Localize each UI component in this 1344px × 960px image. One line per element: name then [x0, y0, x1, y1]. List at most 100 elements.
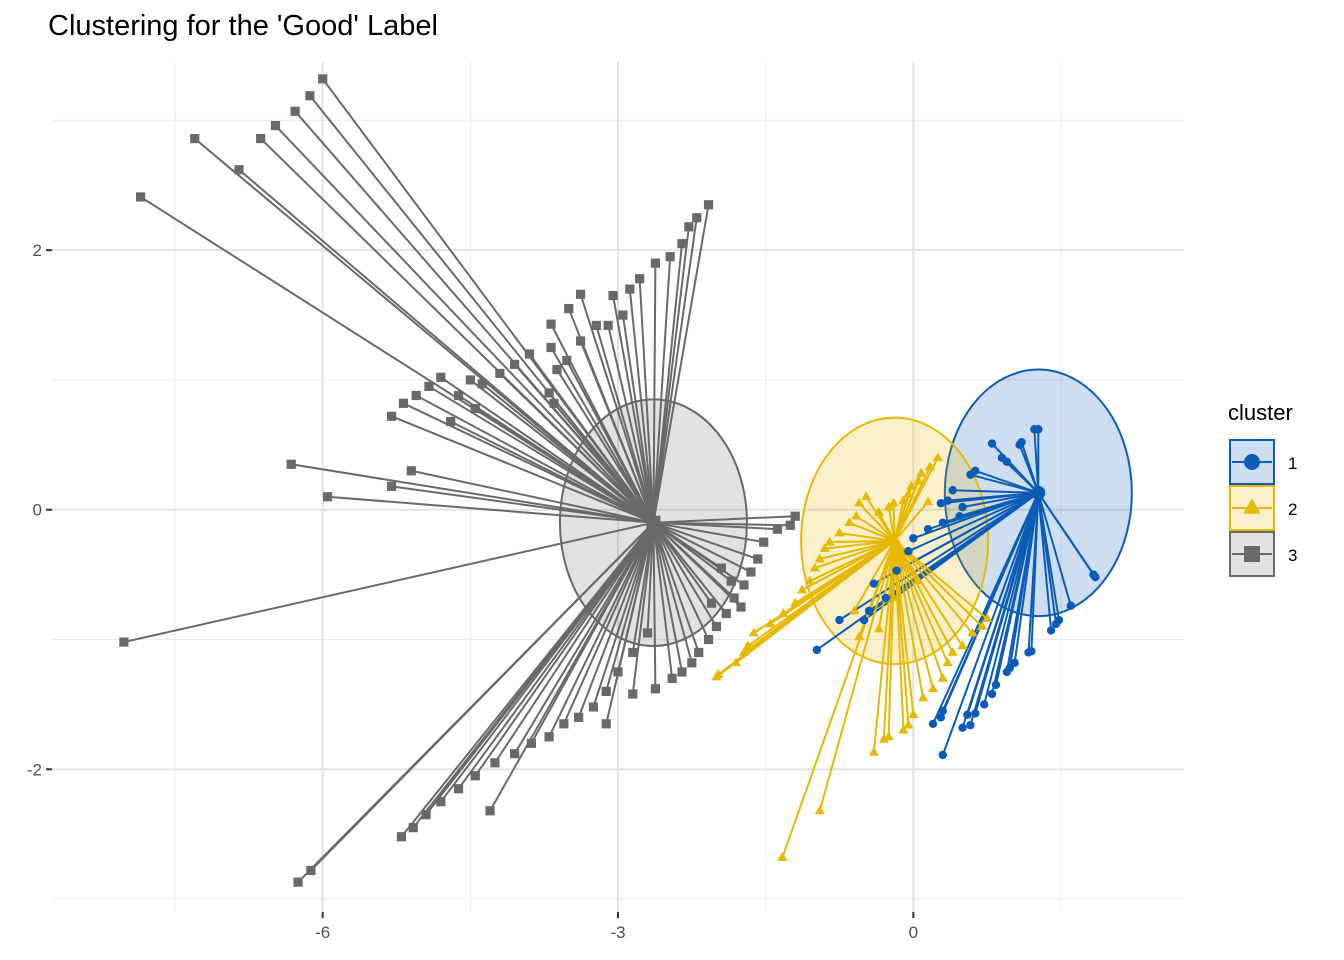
point-cluster-3: [677, 667, 687, 677]
point-cluster-3: [510, 749, 520, 759]
point-cluster-1: [936, 499, 946, 508]
point-cluster-2: [918, 692, 929, 702]
center-cluster-3: [646, 515, 661, 530]
segment-cluster-3: [652, 522, 657, 689]
point-cluster-3: [759, 537, 769, 547]
point-cluster-3: [703, 634, 714, 645]
point-cluster-3: [739, 580, 749, 590]
point-cluster-1: [971, 709, 980, 718]
segment-cluster-1: [1018, 444, 1040, 494]
point-cluster-2: [819, 543, 830, 552]
point-cluster-3: [575, 336, 586, 346]
point-cluster-1: [948, 486, 957, 495]
segment-cluster-1: [1006, 460, 1040, 494]
point-cluster-3: [544, 388, 554, 398]
point-cluster-3: [256, 133, 266, 144]
segment-cluster-3: [579, 340, 655, 524]
cluster-centers: [646, 485, 1046, 546]
segment-cluster-3: [391, 415, 654, 524]
point-cluster-1: [928, 719, 938, 729]
point-cluster-3: [575, 289, 586, 299]
segment-cluster-3: [548, 522, 655, 738]
legend: cluster 1 2 3: [1228, 400, 1297, 577]
segment-cluster-1: [1027, 492, 1040, 653]
point-cluster-2: [790, 597, 801, 607]
segment-cluster-3: [653, 521, 778, 531]
point-cluster-2: [982, 613, 993, 623]
point-cluster-1: [1024, 648, 1033, 657]
point-cluster-3: [446, 416, 456, 427]
x-tick-label: 0: [909, 923, 918, 942]
point-cluster-3: [601, 686, 611, 696]
segment-cluster-1: [961, 492, 1040, 729]
point-cluster-3: [470, 771, 480, 781]
point-cluster-3: [421, 810, 431, 820]
segment-cluster-2: [893, 501, 929, 542]
segment-cluster-2: [855, 515, 896, 542]
point-cluster-3: [387, 411, 397, 421]
segment-cluster-3: [123, 521, 654, 644]
point-cluster-2: [908, 709, 919, 719]
segment-cluster-3: [646, 522, 655, 634]
segment-cluster-3: [440, 376, 655, 524]
point-cluster-3: [270, 120, 281, 131]
segment-cluster-2: [824, 539, 895, 550]
point-cluster-1: [1015, 440, 1024, 450]
point-cluster-2: [711, 671, 722, 681]
segment-cluster-1: [1037, 492, 1072, 607]
segment-cluster-3: [605, 522, 655, 692]
point-cluster-3: [618, 310, 628, 320]
segment-cluster-1: [1033, 429, 1040, 493]
point-cluster-3: [603, 320, 613, 331]
point-cluster-2: [913, 575, 924, 585]
segment-cluster-3: [652, 522, 693, 664]
segment-cluster-2: [893, 500, 905, 542]
segment-cluster-1: [940, 491, 1039, 505]
point-cluster-2: [824, 536, 835, 546]
segment-cluster-3: [652, 217, 698, 523]
point-cluster-2: [778, 608, 789, 617]
point-cluster-3: [411, 390, 421, 401]
point-cluster-2: [797, 584, 808, 594]
segment-cluster-2: [893, 540, 944, 679]
point-cluster-3: [736, 602, 746, 612]
point-cluster-2: [860, 491, 872, 501]
point-cluster-1: [963, 710, 972, 719]
segment-cluster-3: [327, 495, 654, 524]
point-cluster-1: [1051, 619, 1061, 629]
point-cluster-1: [955, 511, 964, 521]
segment-cluster-1: [1037, 492, 1053, 631]
point-cluster-3: [524, 349, 535, 359]
point-cluster-2: [888, 592, 899, 602]
point-cluster-2: [967, 627, 978, 637]
segment-cluster-3: [469, 379, 655, 524]
point-cluster-2: [888, 497, 899, 507]
point-cluster-1: [966, 720, 975, 730]
point-cluster-3: [601, 719, 611, 729]
segment-cluster-3: [652, 522, 713, 604]
segment-cluster-3: [238, 168, 655, 524]
center-cluster-2: [886, 532, 903, 546]
segment-cluster-3: [612, 295, 655, 523]
y-tick-label: 0: [33, 501, 42, 520]
point-cluster-3: [706, 598, 717, 608]
point-cluster-3: [396, 832, 407, 842]
point-cluster-2: [898, 724, 909, 734]
point-cluster-1: [979, 700, 989, 709]
point-cluster-2: [873, 623, 884, 633]
segment-cluster-3: [274, 124, 655, 524]
segment-cluster-1: [1037, 492, 1095, 576]
segment-cluster-3: [595, 325, 655, 523]
segment-cluster-3: [494, 522, 655, 764]
point-cluster-1: [881, 593, 890, 603]
point-cluster-1: [1030, 425, 1039, 434]
point-cluster-2: [854, 631, 865, 641]
point-cluster-3: [694, 647, 704, 658]
segment-cluster-3: [391, 485, 654, 524]
segment-cluster-1: [962, 491, 1039, 509]
point-cluster-3: [726, 576, 736, 586]
point-cluster-1: [892, 566, 901, 575]
segment-cluster-3: [652, 522, 710, 640]
point-cluster-3: [135, 192, 146, 202]
point-cluster-3: [635, 274, 645, 284]
